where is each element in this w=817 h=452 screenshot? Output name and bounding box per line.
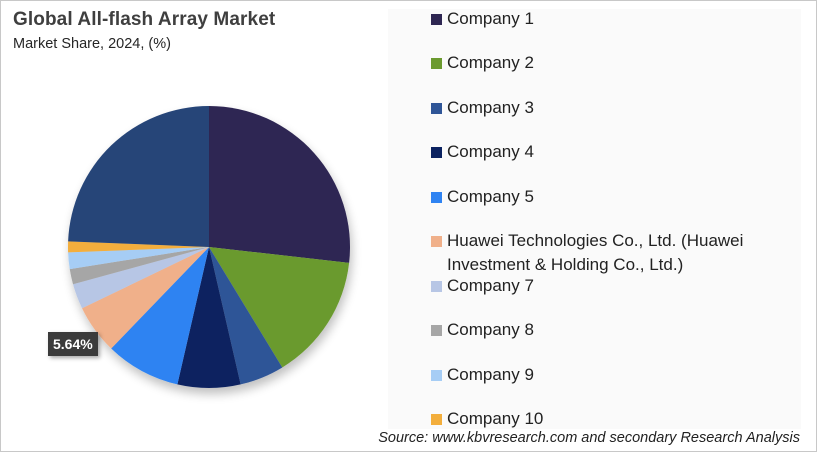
- legend-swatch-icon: [431, 414, 442, 425]
- legend-swatch-icon: [431, 370, 442, 381]
- pie-slice: [67, 241, 209, 253]
- legend-label: Company 7: [447, 276, 534, 295]
- pie-slice: [69, 247, 209, 285]
- legend-swatch-icon: [431, 192, 442, 203]
- legend-item: Company 1: [431, 7, 534, 31]
- legend-item: Company 4: [431, 140, 534, 164]
- pie-slice: [82, 247, 209, 349]
- legend-label: Huawei Technologies Co., Ltd. (Huawei In…: [447, 231, 744, 274]
- pie-slice: [177, 247, 241, 389]
- legend-label: Company 3: [447, 98, 534, 117]
- legend-swatch-icon: [431, 14, 442, 25]
- legend-label: Company 4: [447, 142, 534, 161]
- legend-label: Company 5: [447, 187, 534, 206]
- pie-chart: [41, 79, 381, 419]
- pie-slice: [68, 247, 209, 270]
- legend-swatch-icon: [431, 325, 442, 336]
- legend-item: Huawei Technologies Co., Ltd. (Huawei In…: [431, 229, 807, 277]
- pie-slice: [209, 247, 350, 368]
- legend-swatch-icon: [431, 147, 442, 158]
- legend-item: Company 7: [431, 274, 534, 298]
- legend-label: Company 8: [447, 320, 534, 339]
- pie-slice: [68, 106, 209, 247]
- chart-subtitle: Market Share, 2024, (%): [13, 36, 171, 52]
- legend-item: Company 9: [431, 363, 534, 387]
- legend-item: Company 2: [431, 51, 534, 75]
- legend-panel: [388, 9, 801, 429]
- legend-swatch-icon: [431, 58, 442, 69]
- legend-label: Company 9: [447, 365, 534, 384]
- legend-label: Company 2: [447, 53, 534, 72]
- legend-swatch-icon: [431, 281, 442, 292]
- data-label-huawei: 5.64%: [48, 332, 98, 356]
- pie-slice: [73, 247, 209, 309]
- pie-slice: [209, 106, 351, 263]
- pie-slice: [111, 247, 209, 385]
- legend-item: Company 10: [431, 407, 543, 431]
- legend-label: Company 10: [447, 409, 544, 428]
- legend-swatch-icon: [431, 236, 442, 247]
- pie-svg: [67, 106, 351, 389]
- legend-swatch-icon: [431, 103, 442, 114]
- chart-title: Global All-flash Array Market: [13, 9, 276, 30]
- source-note: Source: www.kbvresearch.com and secondar…: [378, 430, 800, 446]
- legend-label: Company 1: [447, 9, 534, 28]
- pie-slice: [209, 247, 283, 385]
- legend-item: Company 5: [431, 185, 534, 209]
- legend-item: Company 8: [431, 318, 534, 342]
- legend-item: Company 3: [431, 96, 534, 120]
